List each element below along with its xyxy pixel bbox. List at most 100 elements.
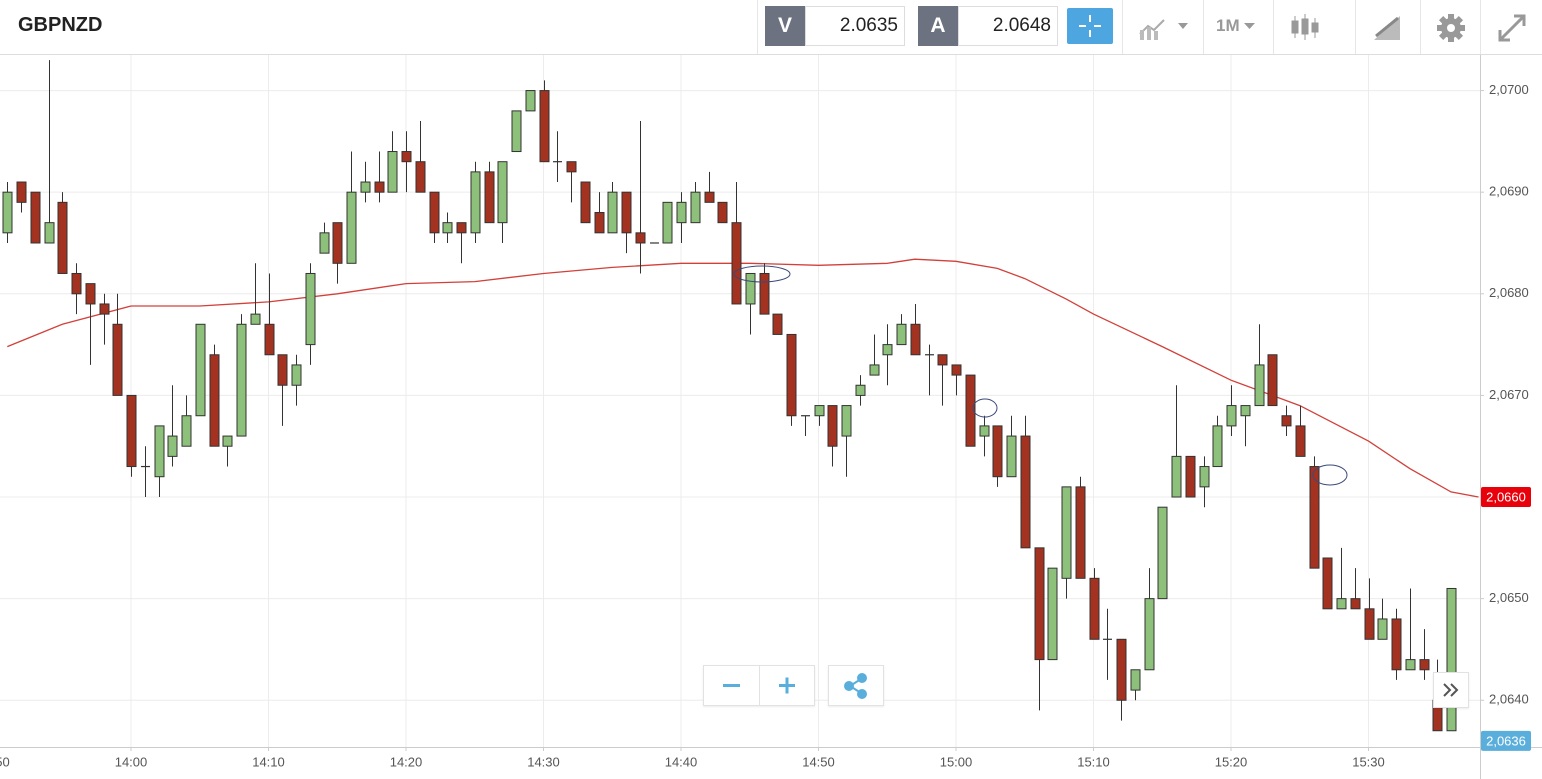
- candle-body: [332, 222, 343, 264]
- candles: [2, 60, 1457, 732]
- zoom-controls: [703, 665, 815, 706]
- candle-body: [429, 191, 440, 234]
- bid-button[interactable]: V: [765, 6, 805, 46]
- bid-price: 2.0635: [805, 6, 905, 46]
- chart-type-icon: [1139, 19, 1188, 40]
- interval-button[interactable]: 1M: [1216, 16, 1266, 40]
- candle-body: [346, 191, 357, 264]
- candle-body: [415, 161, 426, 193]
- candle-body: [264, 323, 275, 356]
- zoom-in-button[interactable]: [760, 666, 814, 705]
- ask-button[interactable]: A: [918, 6, 958, 46]
- candle-body: [1130, 669, 1141, 691]
- candle-body: [1006, 435, 1017, 478]
- price-tag-label: 2,0636: [1486, 733, 1526, 748]
- candle-body: [676, 201, 687, 224]
- fullscreen-button[interactable]: [1496, 12, 1528, 44]
- candle-body: [965, 374, 976, 447]
- candle-body: [1281, 415, 1292, 427]
- crosshair-icon: [1079, 15, 1101, 37]
- y-tick-label: 2,0690: [1489, 184, 1529, 199]
- candle-body: [566, 161, 577, 173]
- candle-body: [2, 191, 13, 234]
- candle-body: [937, 354, 948, 366]
- share-icon: [844, 673, 867, 699]
- price-tags: 2,0660 2,0636: [1481, 487, 1531, 751]
- price-tag-label: 2,0660: [1486, 489, 1526, 504]
- candle-body: [979, 425, 990, 437]
- zoom-out-button[interactable]: [704, 666, 760, 705]
- candle-body: [662, 201, 673, 244]
- settings-button[interactable]: [1435, 12, 1467, 44]
- candle-body: [511, 110, 522, 153]
- candle-body: [607, 191, 618, 234]
- candle-body: [305, 272, 316, 346]
- x-tick-label: 14:50: [802, 754, 835, 769]
- candle-body: [497, 161, 508, 224]
- candle-body: [126, 394, 137, 468]
- candle-body: [1212, 425, 1223, 468]
- candle-body: [704, 191, 715, 203]
- candle-body: [786, 333, 797, 417]
- candle-body: [470, 171, 481, 234]
- candle-body: [745, 272, 756, 305]
- candle-body: [401, 151, 412, 163]
- y-tick-label: 2,0670: [1489, 387, 1529, 402]
- candle-icon: [1291, 14, 1319, 40]
- candle-body: [250, 313, 261, 325]
- crosshair-button[interactable]: [1067, 8, 1113, 44]
- symbol: GBPNZD: [18, 14, 103, 36]
- candle-body: [910, 323, 921, 356]
- candle-body: [1405, 659, 1416, 671]
- candle-body: [222, 435, 233, 447]
- scroll-to-end-button[interactable]: [1433, 672, 1469, 708]
- candle-body: [896, 323, 907, 346]
- grid: [0, 55, 1480, 747]
- candle-body: [484, 171, 495, 224]
- candle-body: [319, 232, 330, 254]
- candle-body: [154, 425, 165, 478]
- candle-body: [1446, 587, 1457, 732]
- separator: [757, 0, 758, 54]
- candle-body: [1199, 466, 1210, 488]
- candle-body: [1267, 354, 1278, 407]
- x-tick-label: 13:50: [0, 754, 10, 769]
- candle-body: [1075, 486, 1086, 579]
- candle-body: [209, 354, 220, 447]
- candle-body: [690, 191, 701, 224]
- candle-body: [1171, 455, 1182, 498]
- candle-body: [855, 384, 866, 396]
- candle-body: [1377, 618, 1388, 640]
- x-tick-label: 15:20: [1215, 754, 1248, 769]
- candle-body: [992, 425, 1003, 478]
- candle-body: [1047, 567, 1058, 661]
- separator: [1203, 0, 1204, 54]
- candle-body: [1364, 608, 1375, 640]
- separator: [1480, 0, 1481, 54]
- double-chevron-icon: [1443, 683, 1459, 697]
- candle-style-button[interactable]: [1290, 12, 1326, 44]
- candle-body: [387, 151, 398, 193]
- candle-body: [360, 181, 371, 193]
- plus-icon: [779, 677, 795, 694]
- candle-body: [1157, 506, 1168, 600]
- candle-body: [621, 191, 632, 234]
- candle-body: [1185, 455, 1196, 498]
- candle-body: [1061, 486, 1072, 579]
- candle-body: [112, 323, 123, 396]
- candle-body: [580, 181, 591, 224]
- candle-body: [814, 405, 825, 417]
- drawing-tools-button[interactable]: [1372, 12, 1404, 44]
- candle-body: [1116, 638, 1127, 701]
- candle-body: [594, 212, 605, 234]
- candle-body: [539, 90, 550, 163]
- candle-body: [1254, 364, 1265, 407]
- chart-type-button[interactable]: [1136, 12, 1194, 42]
- candle-body: [1419, 659, 1430, 671]
- interval: 1M: [1216, 16, 1240, 35]
- share-button[interactable]: [828, 665, 884, 706]
- bid-value: 2.0635: [839, 15, 898, 36]
- candle-body: [442, 222, 453, 234]
- candle-body: [16, 181, 27, 203]
